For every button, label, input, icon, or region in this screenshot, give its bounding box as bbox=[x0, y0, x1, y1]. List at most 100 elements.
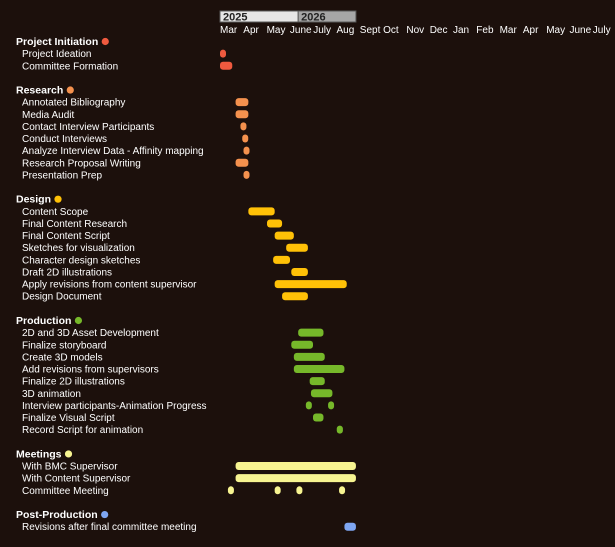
task-bar bbox=[235, 462, 356, 471]
task-bar bbox=[227, 486, 234, 495]
task-label: Draft 2D illustrations bbox=[22, 267, 112, 278]
task-label: Presentation Prep bbox=[22, 170, 102, 181]
task-label: Apply revisions from content supervisor bbox=[22, 280, 197, 291]
task-bar bbox=[220, 61, 233, 70]
task-bar bbox=[328, 401, 335, 410]
task-label: Final Content Script bbox=[22, 231, 110, 242]
task-bar bbox=[235, 474, 356, 483]
task-label: Media Audit bbox=[22, 110, 74, 121]
year-header: 2025 2026 bbox=[219, 10, 357, 24]
task-bar bbox=[291, 267, 308, 276]
task-label: Committee Meeting bbox=[22, 486, 109, 497]
task-bar bbox=[274, 280, 347, 289]
section-label: Project Initiation bbox=[16, 36, 98, 48]
month-tick-label: Mar bbox=[220, 25, 238, 36]
task-label: Finalize 2D illustrations bbox=[22, 377, 125, 388]
section-label: Production bbox=[16, 315, 71, 327]
task-bar bbox=[296, 486, 303, 495]
month-tick-label: Jan bbox=[453, 25, 469, 36]
task-label: With BMC Supervisor bbox=[22, 462, 118, 473]
task-label: Conduct Interviews bbox=[22, 134, 107, 145]
task-bar bbox=[267, 219, 283, 228]
month-tick-label: July bbox=[593, 25, 611, 36]
month-tick-label: Feb bbox=[476, 25, 494, 36]
task-label: Revisions after final committee meeting bbox=[22, 522, 197, 533]
month-tick-label: Apr bbox=[243, 25, 259, 36]
month-tick-label: Oct bbox=[383, 25, 399, 36]
task-label: Finalize storyboard bbox=[22, 340, 106, 351]
section-color-dot bbox=[74, 316, 83, 325]
month-tick-label: Sept bbox=[360, 25, 381, 36]
task-label: Project Ideation bbox=[22, 49, 92, 60]
task-label: Record Script for animation bbox=[22, 425, 143, 436]
month-tick-label: Dec bbox=[430, 25, 448, 36]
task-label: Content Scope bbox=[22, 207, 89, 218]
section-label: Design bbox=[16, 194, 51, 206]
task-bar bbox=[291, 340, 314, 349]
task-bar bbox=[313, 413, 324, 422]
task-bar bbox=[220, 49, 226, 58]
task-bar bbox=[286, 243, 308, 252]
month-tick-label: Apr bbox=[523, 25, 539, 36]
task-label: 3D animation bbox=[22, 389, 81, 400]
task-bar bbox=[336, 425, 343, 434]
task-bar bbox=[248, 207, 275, 216]
section-label: Meetings bbox=[16, 448, 62, 460]
task-label: Annotated Bibliography bbox=[22, 98, 125, 109]
section-color-dot bbox=[66, 86, 74, 94]
section-label: Research bbox=[16, 85, 63, 97]
task-bar bbox=[274, 486, 281, 495]
month-tick-label: June bbox=[570, 25, 592, 36]
year-label: 2025 bbox=[223, 12, 247, 24]
month-tick-label: Mar bbox=[500, 25, 518, 36]
task-label: Committee Formation bbox=[22, 61, 118, 72]
task-bar bbox=[240, 122, 247, 131]
task-bar bbox=[274, 231, 294, 240]
task-label: Interview participants-Animation Progres… bbox=[22, 401, 207, 412]
task-label: Sketches for visualization bbox=[22, 243, 135, 254]
section-color-dot bbox=[101, 510, 109, 519]
month-tick-label: May bbox=[267, 25, 286, 36]
section-label: Post-Production bbox=[16, 509, 98, 521]
task-bar bbox=[344, 522, 356, 531]
task-label: With Content Supervisor bbox=[22, 474, 131, 485]
month-tick-label: Aug bbox=[337, 25, 355, 36]
section-color-dot bbox=[64, 450, 73, 458]
task-label: Final Content Research bbox=[22, 219, 127, 230]
task-bar bbox=[298, 328, 324, 337]
task-label: Create 3D models bbox=[22, 352, 103, 363]
task-bar bbox=[282, 292, 308, 301]
task-bar bbox=[273, 255, 291, 264]
month-tick-label: July bbox=[313, 25, 331, 36]
month-tick-label: Nov bbox=[406, 25, 424, 36]
month-tick-label: May bbox=[546, 25, 565, 36]
section-color-dot bbox=[101, 37, 109, 46]
task-label: Character design sketches bbox=[22, 255, 140, 266]
task-bar bbox=[293, 365, 345, 374]
task-bar bbox=[305, 401, 312, 410]
task-label: Contact Interview Participants bbox=[22, 122, 154, 133]
task-label: Design Document bbox=[22, 292, 102, 303]
task-bar bbox=[339, 486, 346, 495]
task-label: Finalize Visual Script bbox=[22, 413, 115, 424]
month-tick-label: June bbox=[290, 25, 312, 36]
task-bar bbox=[243, 146, 250, 155]
section-color-dot bbox=[54, 195, 62, 203]
year-box-2026 bbox=[297, 10, 357, 23]
year-label: 2026 bbox=[301, 12, 325, 24]
task-label: Analyze Interview Data - Affinity mappin… bbox=[22, 146, 204, 157]
task-bar bbox=[293, 352, 325, 361]
task-bar bbox=[310, 389, 333, 398]
task-label: Add revisions from supervisors bbox=[22, 365, 159, 376]
task-bar bbox=[242, 134, 249, 143]
month-axis: Mar Apr May June July Aug Sept Oct Nov Dec Jan Feb M… bbox=[220, 25, 611, 36]
task-bar bbox=[235, 110, 249, 119]
task-bar bbox=[243, 170, 250, 179]
task-bar bbox=[235, 158, 249, 167]
task-label: 2D and 3D Asset Development bbox=[22, 328, 159, 339]
task-bar bbox=[309, 377, 325, 386]
task-label: Research Proposal Writing bbox=[22, 158, 141, 169]
task-bar bbox=[235, 98, 249, 107]
